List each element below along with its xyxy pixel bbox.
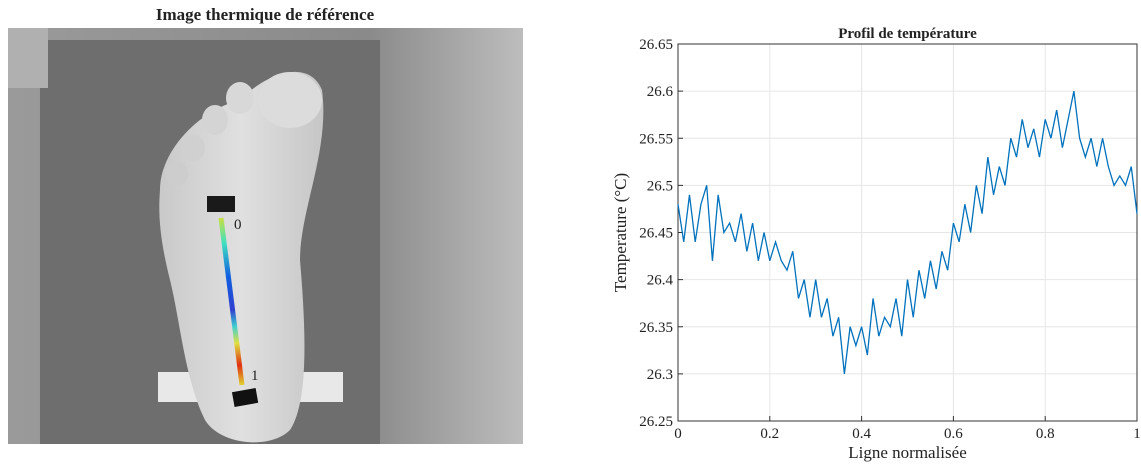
y-tick-label: 26.65 [639, 37, 673, 53]
line-label: 0 [234, 217, 242, 233]
y-axis-label: Temperature (°C) [611, 173, 630, 292]
chart-title: Profil de température [838, 26, 977, 42]
x-tick-label: 0.4 [852, 426, 871, 442]
y-tick-label: 26.35 [639, 320, 673, 336]
x-tick-label: 1 [1133, 426, 1141, 442]
y-tick-label: 26.5 [647, 178, 673, 194]
y-tick-label: 26.6 [647, 84, 674, 100]
y-tick-label: 26.25 [639, 414, 673, 430]
thermal-image [8, 28, 523, 444]
y-tick-label: 26.55 [639, 131, 673, 147]
x-tick-label: 0.2 [760, 426, 779, 442]
y-tick-label: 26.3 [647, 367, 673, 383]
line-chart: 26.25 26.3 26.35 26.4 26.45 26.5 26.55 26.6 26.6… [611, 26, 1141, 462]
x-tick-label: 0.6 [944, 426, 963, 442]
y-tick-label: 26.4 [647, 273, 674, 289]
x-axis-label: Ligne normalisée [848, 443, 967, 462]
x-tick-label: 0.8 [1036, 426, 1055, 442]
y-tick-label: 26.45 [639, 226, 673, 242]
plot-frame [677, 43, 1138, 422]
data-line [677, 90, 1138, 374]
x-tick-label: 0 [674, 426, 682, 442]
line-label: 1 [251, 368, 259, 384]
image-title: Image thermique de référence [156, 5, 375, 24]
